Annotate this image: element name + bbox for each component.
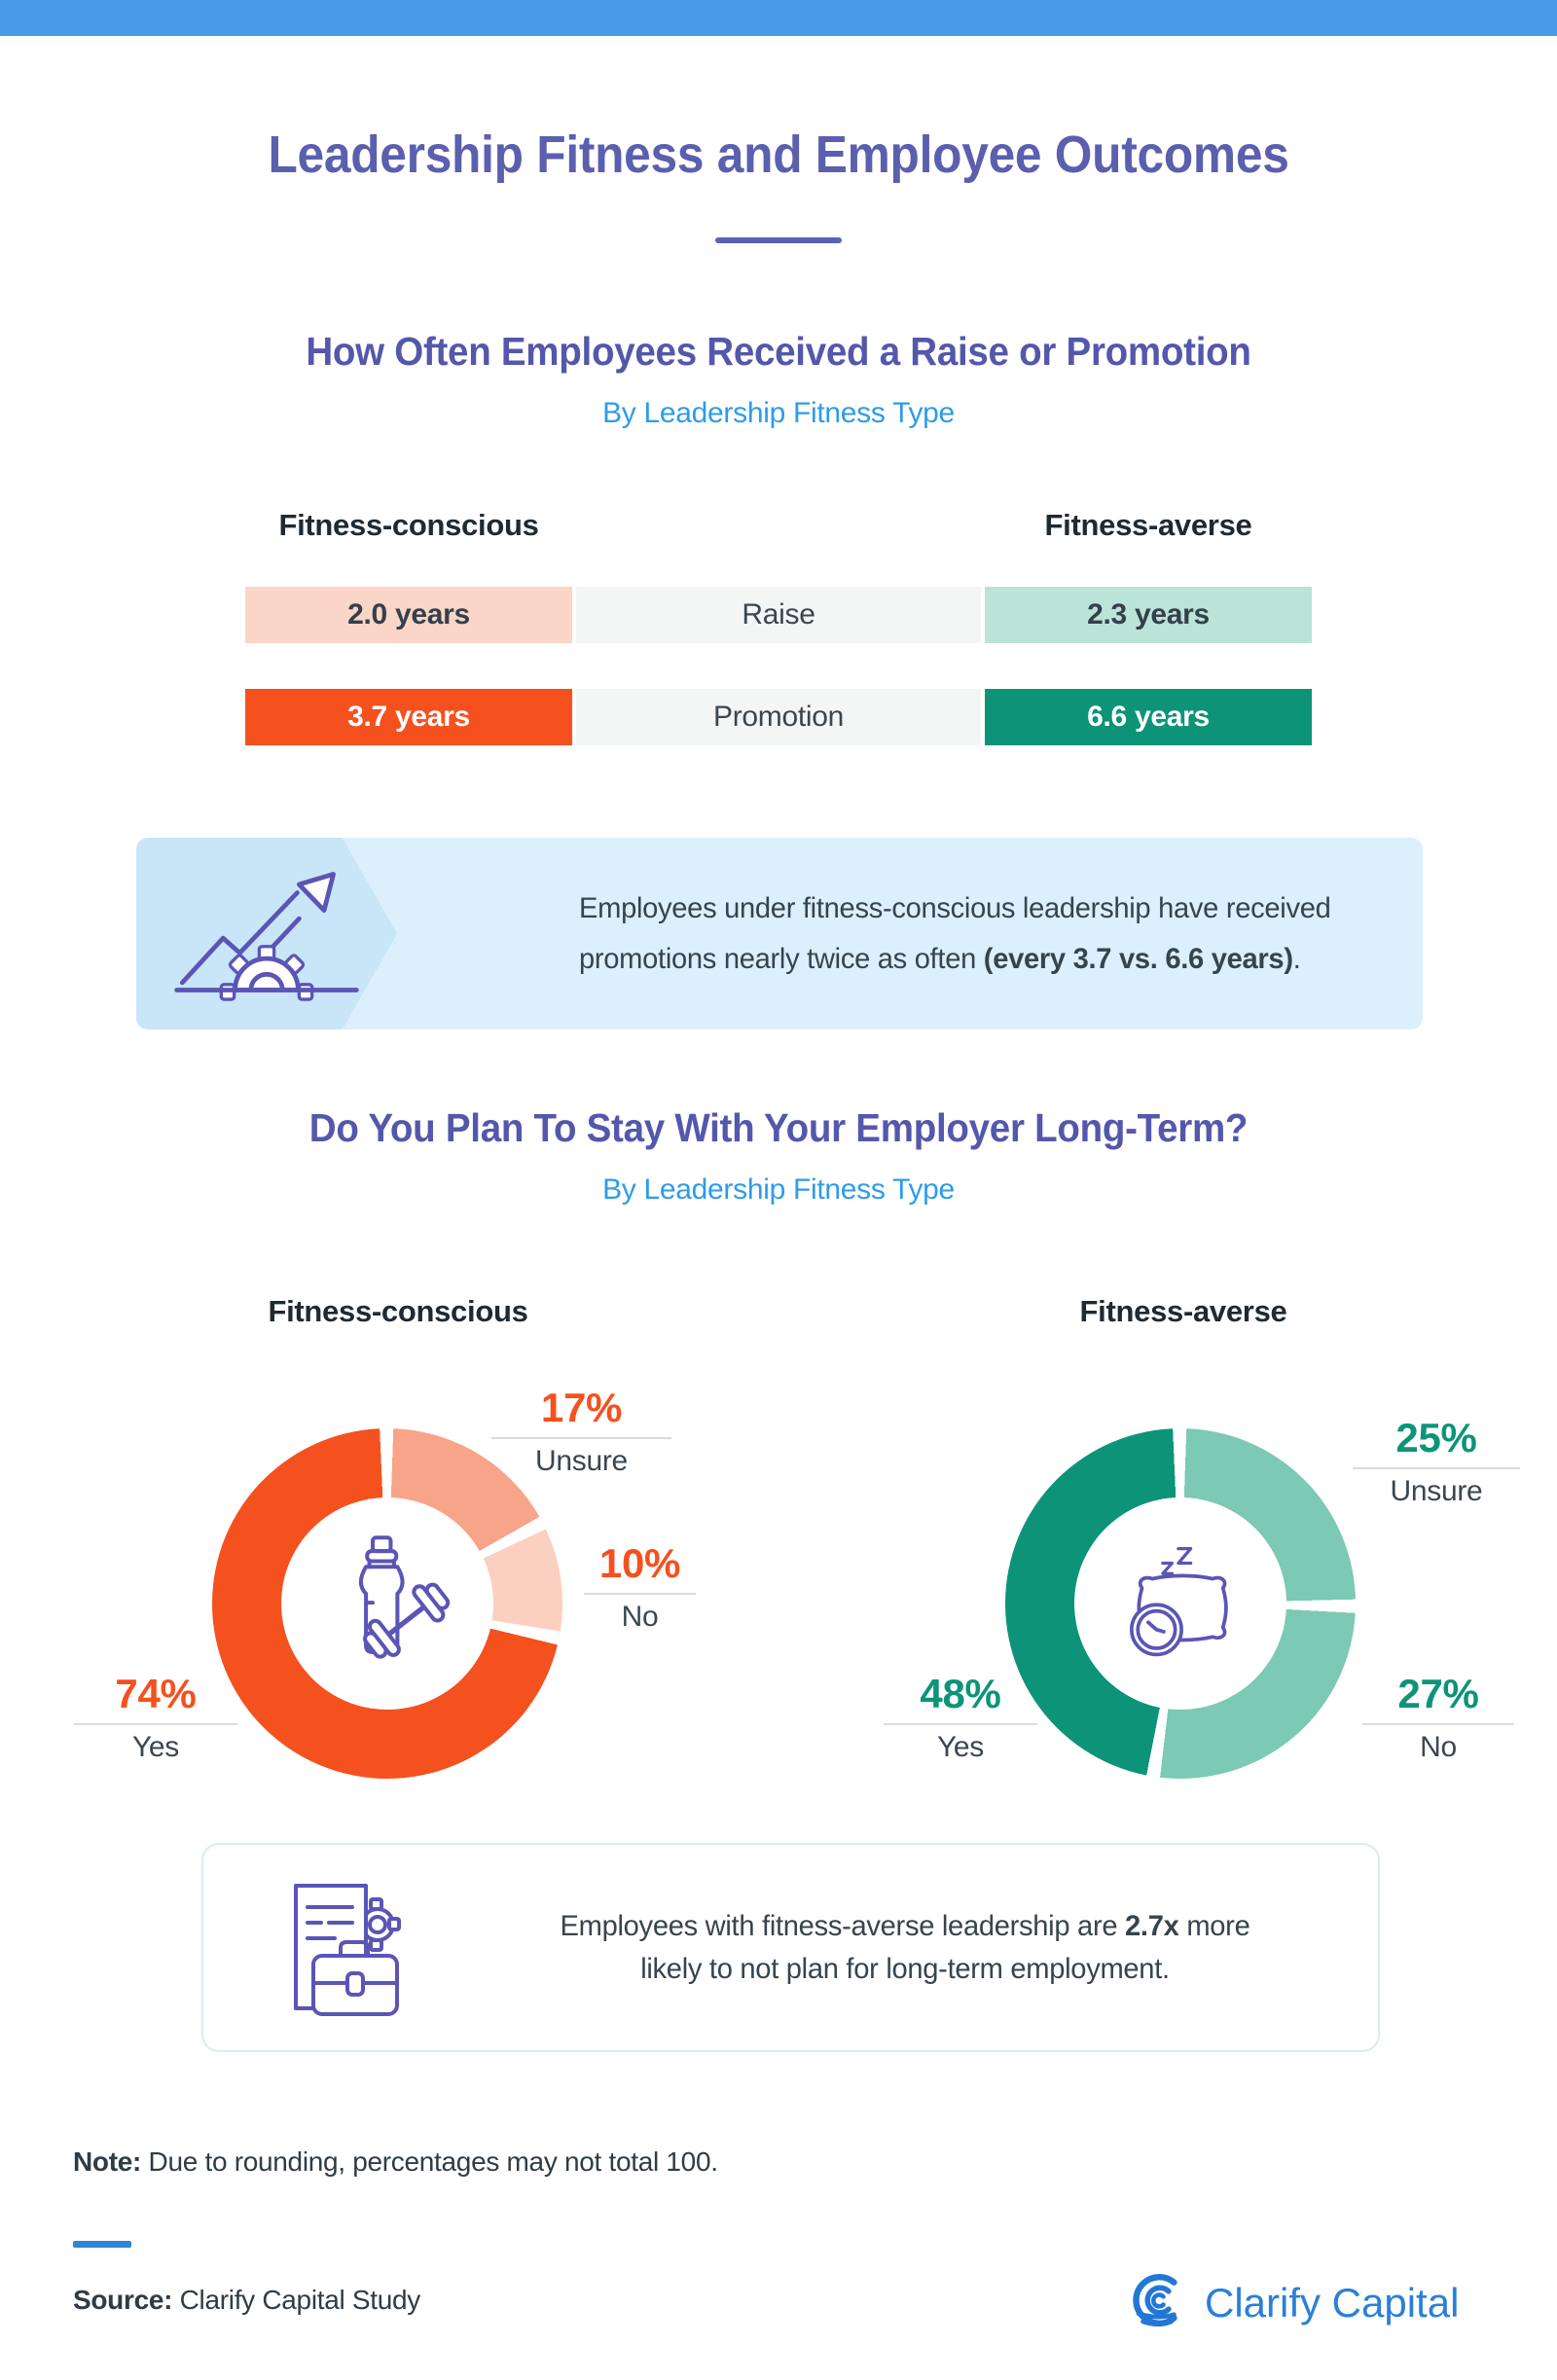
label-averse-no: 27% No [1362, 1672, 1514, 1763]
cell-promotion-label: Promotion [576, 689, 981, 745]
donut-label-fitness-averse: Fitness-averse [1079, 1294, 1287, 1328]
cell-raise-conscious: 2.0 years [245, 587, 572, 643]
donut-hole [1074, 1497, 1286, 1710]
callout-longterm [201, 1843, 1380, 2052]
title-underline [715, 237, 842, 243]
donut-hole [281, 1497, 493, 1710]
note-text: Note: Due to rounding, percentages may n… [73, 2146, 718, 2177]
footer-accent-dash [73, 2241, 131, 2248]
section-stay-heading: Do You Plan To Stay With Your Employer L… [308, 1105, 1249, 1150]
section-stay-subheading: By Leadership Fitness Type [602, 1173, 955, 1206]
top-accent-bar [0, 0, 1557, 36]
section-raise-subheading: By Leadership Fitness Type [602, 397, 955, 429]
page-title: Leadership Fitness and Employee Outcomes [268, 126, 1289, 184]
donut-label-fitness-conscious: Fitness-conscious [268, 1294, 528, 1328]
section-raise-heading: How Often Employees Received a Raise or … [306, 329, 1251, 374]
source-text: Source: Clarify Capital Study [73, 2285, 420, 2315]
water-bottle-dumbbell-icon [314, 1529, 460, 1679]
document-briefcase-gear-icon [261, 1868, 426, 2034]
cell-raise-label: Raise [576, 587, 981, 643]
callout-promotion-text: Employees under fitness-conscious leader… [579, 891, 1331, 975]
label-conscious-yes: 74% Yes [74, 1672, 237, 1763]
table-col-fitness-averse: Fitness-averse [1044, 508, 1252, 542]
cell-promotion-conscious: 3.7 years [245, 689, 572, 745]
label-averse-unsure: 25% Unsure [1353, 1416, 1520, 1507]
clarify-capital-logo-icon [1127, 2269, 1189, 2336]
donut-chart-fitness-averse [1005, 1428, 1356, 1779]
callout-longterm-text: Employees with fitness-averse leadership… [560, 1909, 1250, 1985]
clarify-capital-logo-text: Clarify Capital [1205, 2279, 1460, 2326]
callout-icon-panel [136, 838, 397, 1029]
growth-gear-icon [169, 861, 364, 1007]
donut-chart-fitness-conscious [212, 1428, 562, 1779]
table-col-fitness-conscious: Fitness-conscious [278, 508, 539, 542]
cell-promotion-averse: 6.6 years [985, 689, 1312, 745]
cell-raise-averse: 2.3 years [985, 587, 1312, 643]
label-conscious-unsure: 17% Unsure [491, 1386, 671, 1477]
pillow-clock-sleep-icon [1103, 1533, 1258, 1675]
label-conscious-no: 10% No [584, 1541, 696, 1633]
callout-promotion: Employees under fitness-conscious leader… [136, 838, 1423, 1029]
clarify-capital-logo: Clarify Capital [1127, 2269, 1459, 2336]
label-averse-yes: 48% Yes [884, 1672, 1037, 1763]
